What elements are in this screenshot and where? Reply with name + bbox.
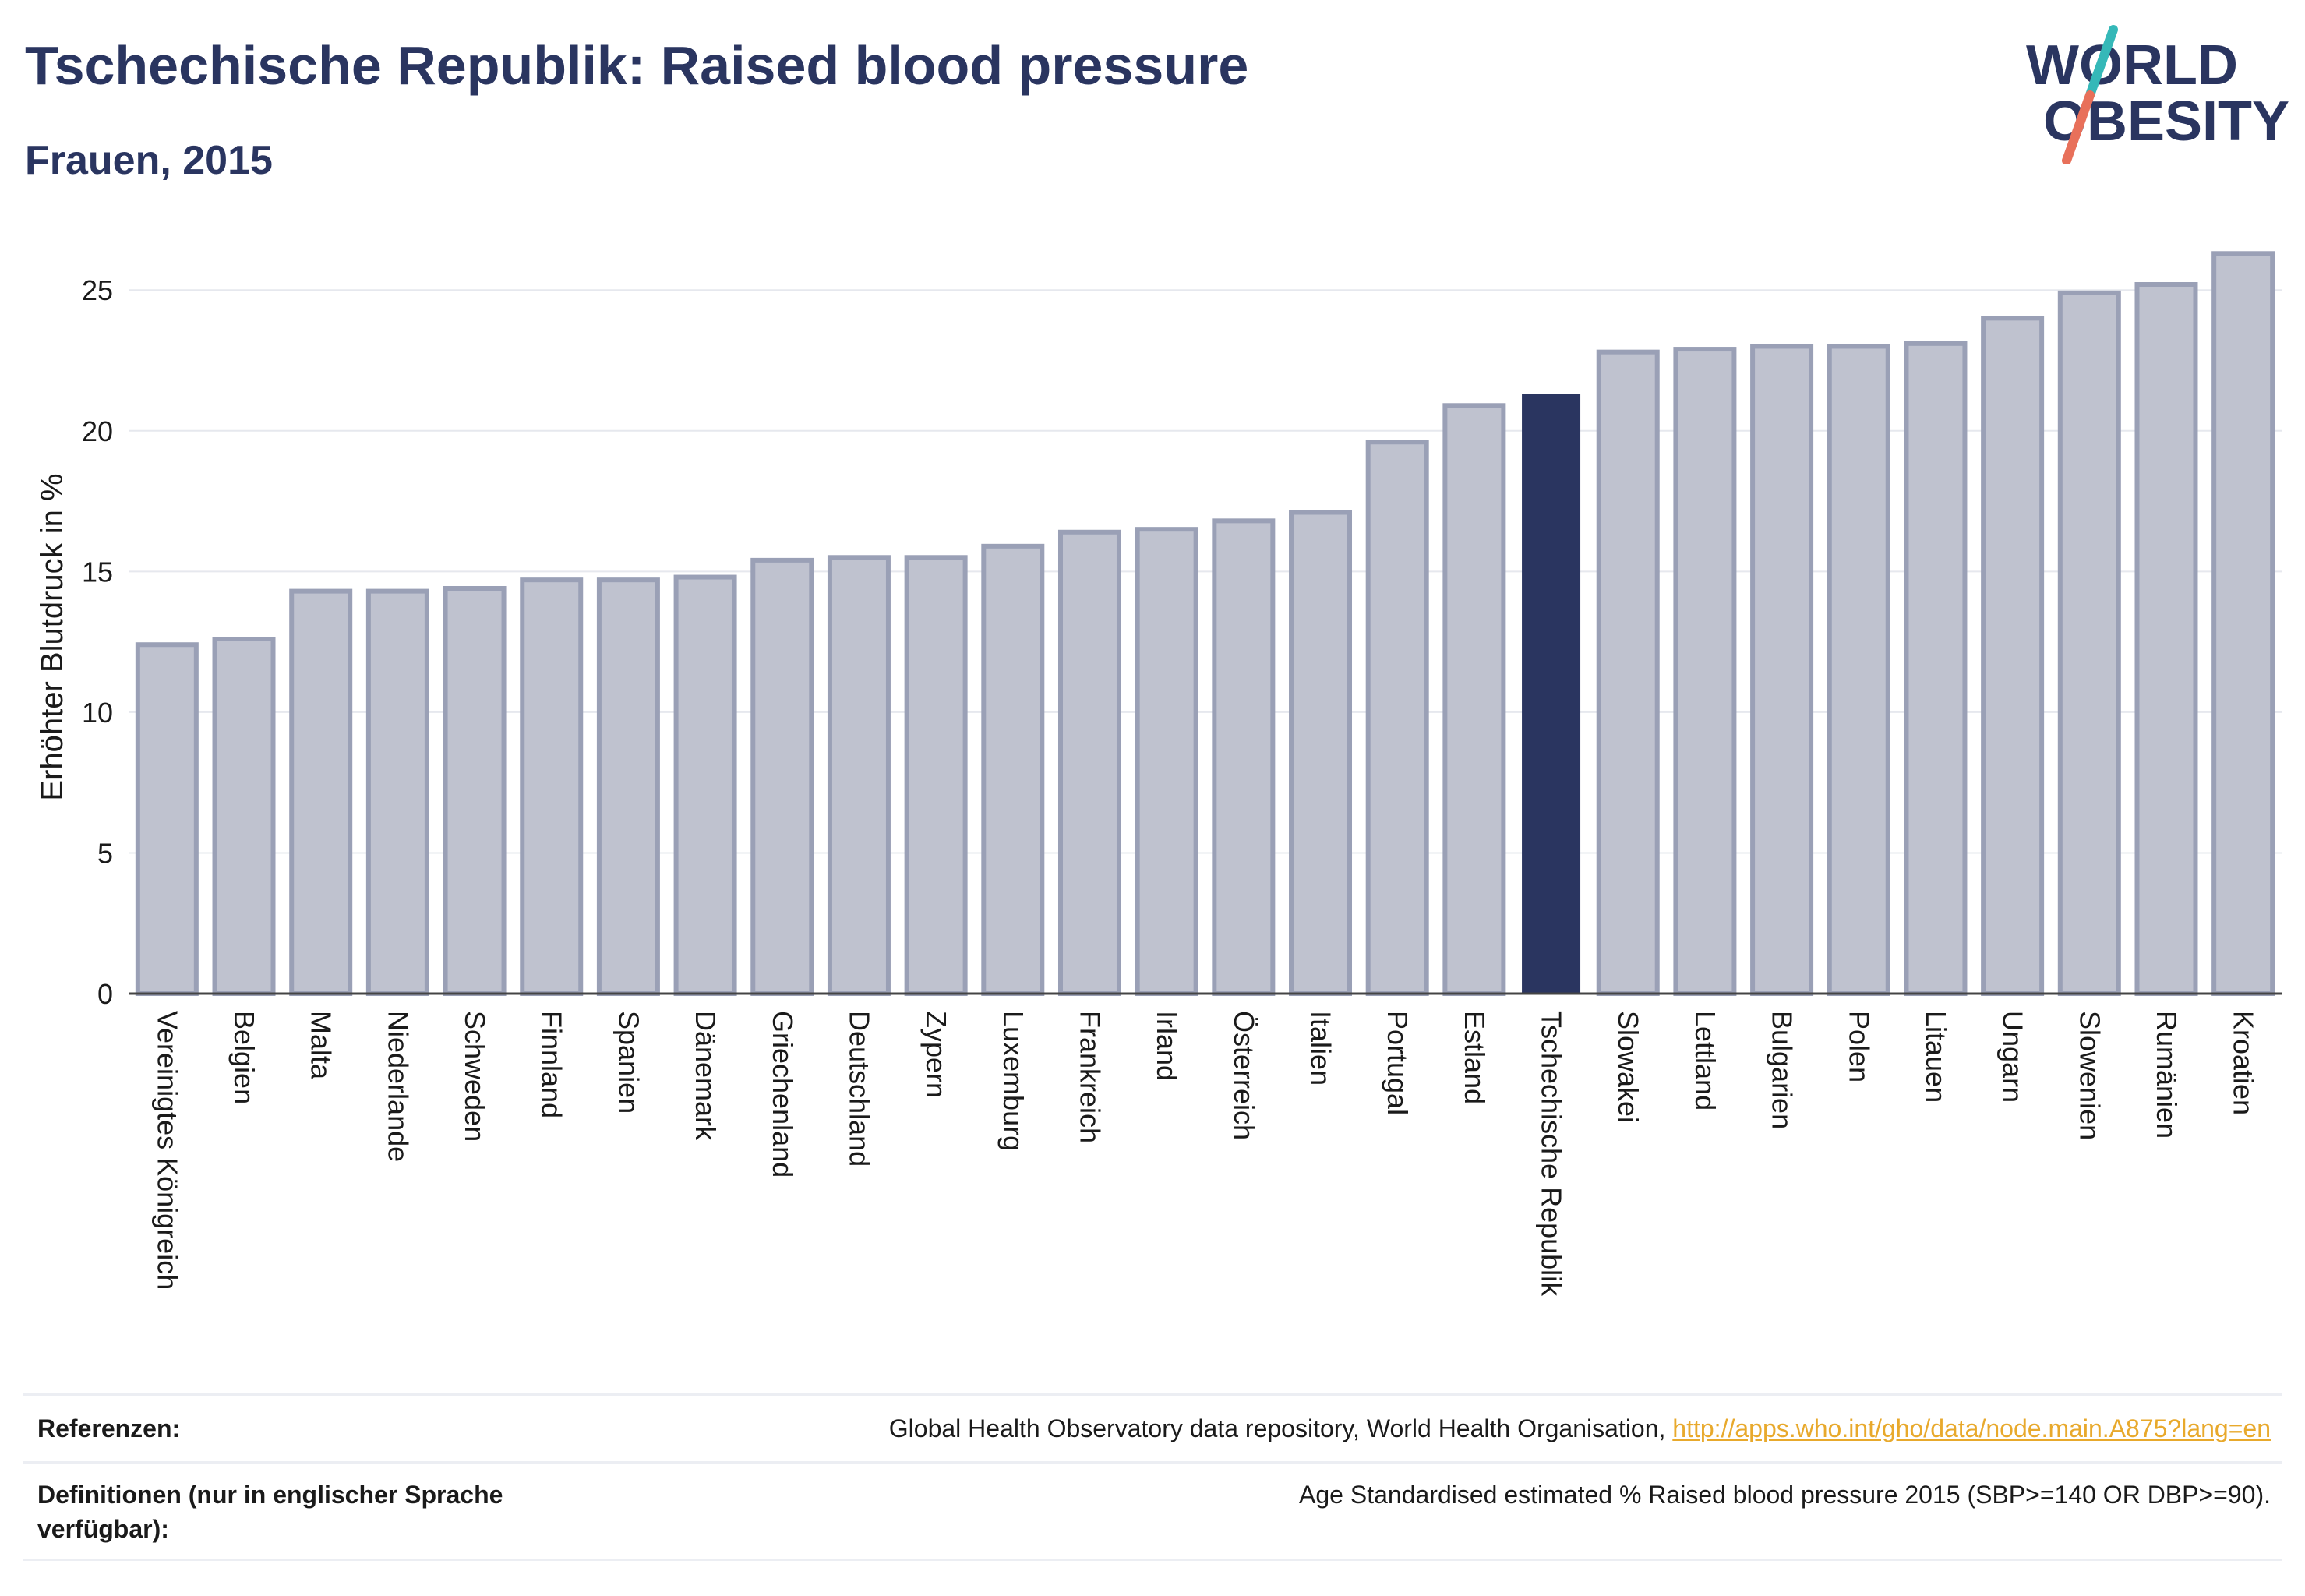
bar-niederlande[interactable] [365, 588, 429, 997]
x-tick-label: Polen [1843, 1011, 1875, 1082]
bar-spanien[interactable] [596, 577, 660, 996]
bar-litauen[interactable] [1904, 341, 1968, 997]
x-tick-label: Slowenien [2074, 1011, 2106, 1140]
bar-kroatien[interactable] [2211, 251, 2275, 997]
x-tick-label: Schweden [459, 1011, 491, 1142]
x-axis-ticks: Vereinigtes Königreich Belgien Malta Nieder… [151, 1011, 2259, 1297]
bar-österreich[interactable] [1212, 518, 1276, 997]
bar-rumänien[interactable] [2134, 282, 2198, 996]
x-tick-label: Irland [1151, 1011, 1183, 1081]
x-tick-label: Bulgarien [1767, 1011, 1798, 1129]
x-tick-label: Deutschland [843, 1011, 875, 1167]
y-tick-label: 5 [97, 837, 113, 869]
x-tick-label: Rumänien [2151, 1011, 2183, 1139]
x-tick-label: Vereinigtes Königreich [151, 1011, 183, 1290]
x-tick-label: Niederlande [382, 1011, 414, 1162]
x-tick-label: Kroatien [2228, 1011, 2260, 1115]
x-tick-label: Tschechische Republik [1536, 1011, 1568, 1297]
x-tick-label: Finnland [536, 1011, 568, 1118]
bar-dänemark[interactable] [673, 574, 737, 996]
bar-slowenien[interactable] [2057, 290, 2121, 997]
bar-deutschland[interactable] [827, 555, 891, 996]
bar-schweden[interactable] [443, 586, 507, 996]
y-tick-label: 25 [82, 274, 113, 306]
definitions-value: Age Standardised estimated % Raised bloo… [1299, 1481, 2271, 1509]
references-link[interactable]: http://apps.who.int/gho/data/node.main.A… [1672, 1414, 2271, 1442]
bar-polen[interactable] [1827, 344, 1890, 996]
x-tick-label: Griechenland [767, 1011, 799, 1178]
bar-estland[interactable] [1442, 403, 1506, 996]
logo-slash-top [2085, 25, 2118, 100]
bar-lettland[interactable] [1673, 347, 1737, 997]
bar-finnland[interactable] [520, 577, 584, 996]
bar-bulgarien[interactable] [1750, 344, 1814, 996]
bars [135, 251, 2275, 997]
x-tick-label: Österreich [1228, 1011, 1260, 1140]
x-tick-label: Belgien [228, 1011, 260, 1104]
x-tick-label: Zypern [920, 1011, 952, 1098]
footer-table: Referenzen: Global Health Observatory da… [23, 1393, 2282, 1561]
world-obesity-logo: WORLD OBESITY [2026, 25, 2289, 164]
y-axis-ticks: 0 5 10 15 20 25 [82, 274, 113, 1010]
bar-belgien[interactable] [212, 637, 276, 996]
references-value: Global Health Observatory data repositor… [889, 1411, 2271, 1446]
bar-irland[interactable] [1135, 527, 1198, 996]
logo-slash-bottom [2062, 90, 2095, 164]
bar-slowakei[interactable] [1596, 349, 1660, 996]
y-tick-label: 0 [97, 978, 113, 1010]
bar-ungarn[interactable] [1981, 316, 2045, 997]
logo-line1: WORLD [2026, 34, 2238, 97]
x-tick-label: Frankreich [1074, 1011, 1106, 1143]
y-tick-label: 20 [82, 415, 113, 447]
bar-luxemburg[interactable] [981, 543, 1045, 997]
bar-tschechische-republik[interactable] [1522, 394, 1581, 994]
bar-malta[interactable] [289, 588, 353, 997]
bar-vereinigtes-königreich[interactable] [135, 642, 199, 996]
x-tick-label: Luxemburg [997, 1011, 1029, 1151]
x-tick-label: Dänemark [690, 1011, 722, 1141]
x-tick-label: Portugal [1382, 1011, 1414, 1115]
page-title: Tschechische Republik: Raised blood pres… [25, 35, 1249, 96]
x-tick-label: Lettland [1689, 1011, 1721, 1110]
bar-frankreich[interactable] [1057, 529, 1121, 996]
references-text: Global Health Observatory data repositor… [888, 1414, 1673, 1442]
x-tick-label: Spanien [612, 1011, 644, 1114]
references-label: Referenzen: [37, 1414, 181, 1442]
references-row: Referenzen: Global Health Observatory da… [23, 1393, 2282, 1461]
bar-portugal[interactable] [1365, 440, 1429, 996]
definitions-label: Definitionen (nur in englischer Sprache … [37, 1481, 503, 1543]
x-tick-label: Litauen [1920, 1011, 1952, 1103]
bar-chart: 0 5 10 15 20 25 Vereinigtes Königreich Belgien… [35, 251, 2282, 1297]
x-tick-label: Slowakei [1612, 1011, 1644, 1123]
page-subtitle: Frauen, 2015 [25, 138, 273, 183]
x-tick-label: Estland [1459, 1011, 1491, 1104]
definitions-row: Definitionen (nur in englischer Sprache … [23, 1461, 2282, 1561]
bar-italien[interactable] [1289, 510, 1353, 996]
y-tick-label: 15 [82, 556, 113, 588]
x-tick-label: Italien [1305, 1011, 1337, 1086]
bar-zypern[interactable] [904, 555, 968, 996]
x-tick-label: Malta [305, 1011, 337, 1080]
y-tick-label: 10 [82, 697, 113, 729]
x-tick-label: Ungarn [1997, 1011, 2029, 1103]
bar-griechenland[interactable] [750, 557, 814, 996]
y-axis-label: Erhöhter Blutdruck in % [35, 473, 69, 800]
